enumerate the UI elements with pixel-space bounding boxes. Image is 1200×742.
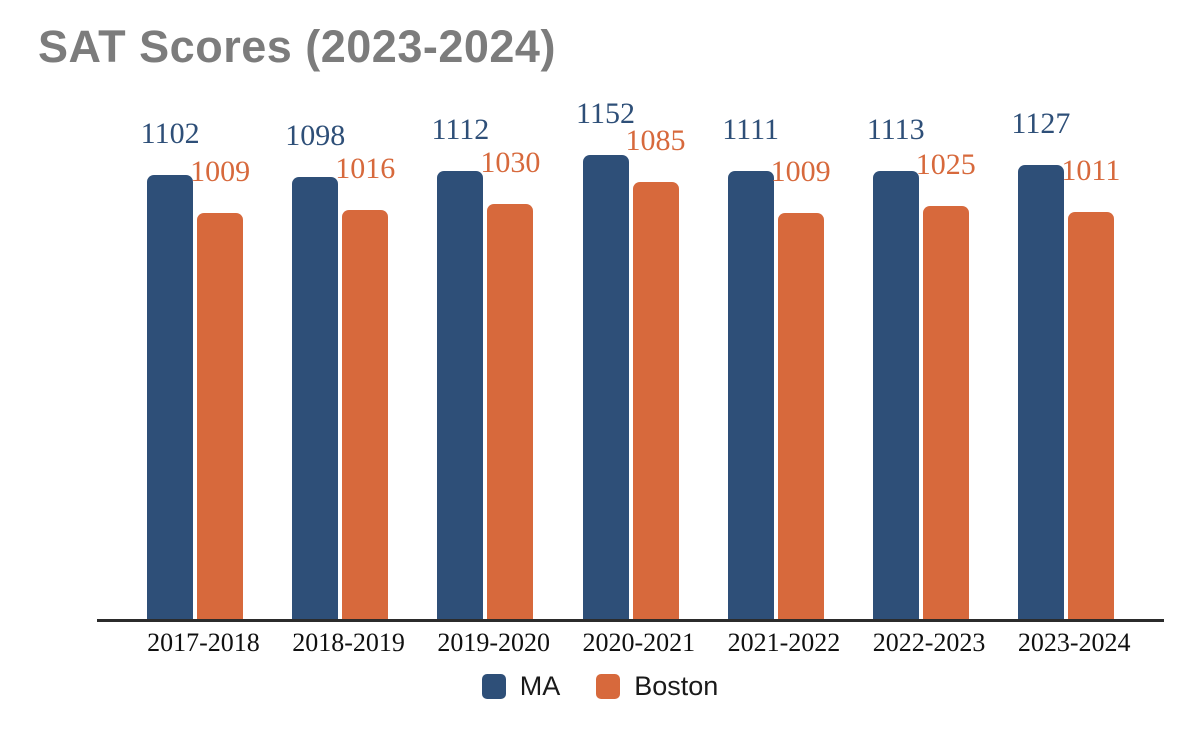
bar-boston xyxy=(197,213,244,620)
barwrap-ma: 1112 xyxy=(431,85,489,620)
bar-value-label-boston: 1016 xyxy=(335,152,396,185)
bar-boston xyxy=(487,204,534,620)
bar-value-label-boston: 1085 xyxy=(625,124,686,157)
barwrap-ma: 1111 xyxy=(722,85,779,620)
bar-boston xyxy=(777,213,824,620)
bar-value-label-ma: 1102 xyxy=(140,117,200,150)
bar-group: 1111 1009 xyxy=(722,85,831,620)
barwrap-ma: 1098 xyxy=(285,85,345,620)
bar-group: 1112 1030 xyxy=(431,85,540,620)
x-axis-line xyxy=(97,619,1164,622)
bar-group: 1102 1009 xyxy=(141,85,250,620)
x-tick-label: 2019-2020 xyxy=(437,628,551,657)
barwrap-boston: 1011 xyxy=(1061,85,1120,620)
x-tick-label: 2018-2019 xyxy=(292,628,405,657)
legend-swatch-ma xyxy=(481,674,506,699)
bar-group: 1152 1085 xyxy=(576,85,686,620)
bar-ma xyxy=(1017,165,1064,620)
bar-value-label-boston: 1009 xyxy=(770,155,831,188)
legend-item-ma: MA xyxy=(481,671,561,701)
barwrap-ma: 1113 xyxy=(867,85,925,620)
bar-boston xyxy=(632,182,679,620)
bar-boston xyxy=(1067,212,1114,620)
bar-value-label-ma: 1127 xyxy=(1011,107,1071,140)
bar-boston xyxy=(922,206,969,620)
bar-value-label-ma: 1113 xyxy=(866,113,925,146)
bar-value-label-boston: 1030 xyxy=(480,146,541,179)
barwrap-boston: 1025 xyxy=(916,85,976,620)
legend-label-boston: Boston xyxy=(634,671,719,701)
x-tick-label: 2021-2022 xyxy=(727,628,841,657)
barwrap-ma: 1152 xyxy=(576,85,635,620)
bar-boston xyxy=(342,210,389,620)
bar-ma xyxy=(872,171,919,620)
x-tick-label: 2017-2018 xyxy=(147,628,260,657)
barwrap-boston: 1016 xyxy=(335,85,395,620)
barwrap-boston: 1085 xyxy=(626,85,686,620)
barwrap-boston: 1009 xyxy=(190,85,250,620)
bar-ma xyxy=(727,171,774,620)
bar-value-label-ma: 1111 xyxy=(722,113,779,146)
bar-group: 1127 1011 xyxy=(1011,85,1120,620)
bar-value-label-boston: 1025 xyxy=(915,148,976,181)
x-tick-label: 2023-2024 xyxy=(1017,628,1131,657)
x-tick-label: 2022-2023 xyxy=(872,628,986,657)
legend-item-boston: Boston xyxy=(596,673,718,700)
bar-group: 1113 1025 xyxy=(867,85,976,620)
bar-value-label-ma: 1098 xyxy=(285,119,346,152)
bar-value-label-boston: 1009 xyxy=(190,155,251,188)
plot-area: 1102 1009 1098 1016 1112 1030 1152 1085 1111 1009… xyxy=(98,85,1163,620)
barwrap-boston: 1009 xyxy=(771,85,831,620)
legend-swatch-boston xyxy=(596,674,621,699)
bar-ma xyxy=(147,175,194,620)
barwrap-ma: 1127 xyxy=(1011,85,1070,620)
bar-value-label-ma: 1112 xyxy=(431,113,490,146)
x-axis-tick-labels: 2017-2018 2018-2019 2019-2020 2020-2021 2021… xyxy=(98,628,1163,658)
bar-ma xyxy=(582,155,629,620)
bar-value-label-boston: 1011 xyxy=(1061,154,1121,187)
barwrap-ma: 1102 xyxy=(141,85,200,620)
bar-ma xyxy=(437,171,484,620)
legend: MA Boston xyxy=(0,673,1200,700)
bar-value-label-ma: 1152 xyxy=(576,97,635,130)
bar-group: 1098 1016 xyxy=(285,85,395,620)
x-tick-label: 2020-2021 xyxy=(582,628,696,657)
bar-ma xyxy=(292,177,339,620)
legend-label-ma: MA xyxy=(519,671,561,701)
barwrap-boston: 1030 xyxy=(480,85,540,620)
chart-title: SAT Scores (2023-2024) xyxy=(38,21,556,72)
